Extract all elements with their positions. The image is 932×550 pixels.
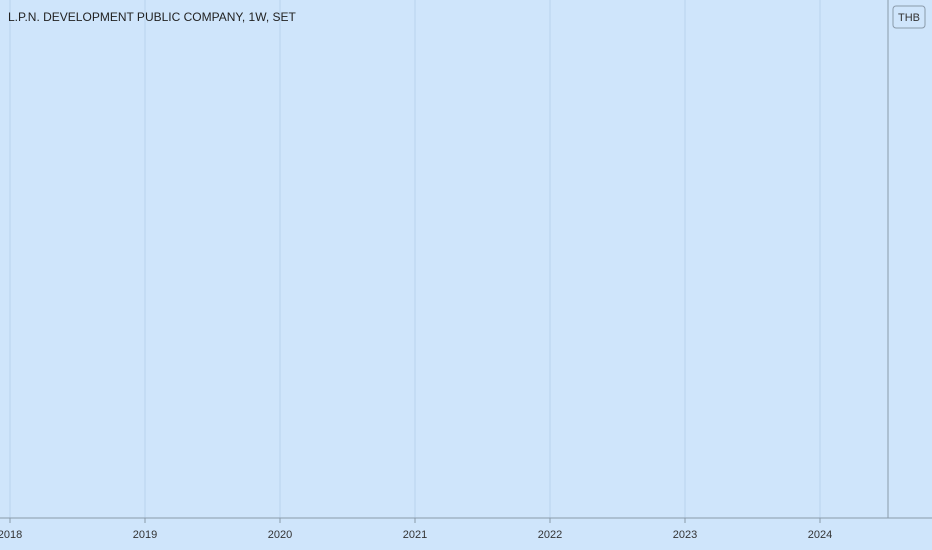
price-scale-panel[interactable] <box>888 0 932 518</box>
chart-title: L.P.N. DEVELOPMENT PUBLIC COMPANY, 1W, S… <box>8 10 297 24</box>
grid <box>9 0 821 518</box>
time-tick-label: 2019 <box>133 529 157 541</box>
time-tick-label: 2021 <box>403 529 427 541</box>
currency-label: THB <box>898 12 920 24</box>
time-scale-panel[interactable] <box>0 518 932 550</box>
currency-box[interactable] <box>892 5 926 29</box>
time-tick-label: 2023 <box>673 529 697 541</box>
time-tick-label: 2018 <box>0 529 22 541</box>
time-tick-label: 2024 <box>808 529 832 541</box>
time-tick-label: 2022 <box>538 529 562 541</box>
time-tick-label: 2020 <box>268 529 292 541</box>
time-axis: 2018 2019 2020 2021 2022 2023 2024 <box>0 518 832 541</box>
